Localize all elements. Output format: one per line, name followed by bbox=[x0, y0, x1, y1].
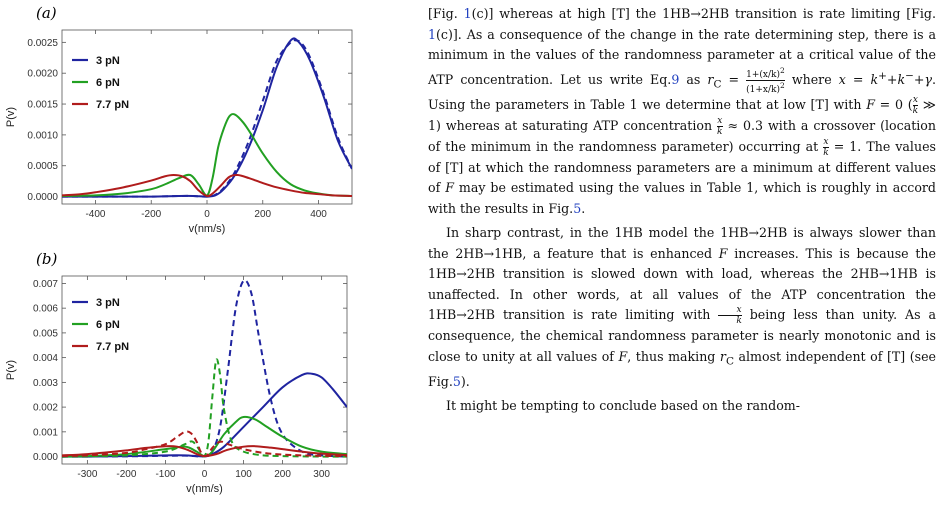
plot-b-svg: -300 -200 -100 0 100 200 300 0.000 0.001 0.002 0.0… bbox=[5, 275, 348, 495]
x-tick-label: -200 bbox=[116, 469, 136, 480]
plot-a-svg: -400 -200 0 200 400 0.0000 0.0005 0.0010 0.0015 0… bbox=[5, 29, 353, 235]
paragraph-3: It might be tempting to conclude based o… bbox=[446, 398, 801, 414]
series-line-6-pN-solid bbox=[62, 113, 352, 197]
legend-label: 7.7 pN bbox=[96, 341, 129, 353]
legend-label: 6 pN bbox=[96, 319, 120, 331]
y-tick-label: 0.003 bbox=[33, 378, 58, 389]
y-tick-label: 0.0005 bbox=[27, 161, 58, 172]
legend-label: 7.7 pN bbox=[96, 99, 129, 111]
y-tick-label: 0.001 bbox=[33, 427, 58, 438]
series-line-3-pN-dashed bbox=[62, 279, 347, 458]
fraction: 1+(x/k)2 (1+x/k)2 bbox=[746, 65, 785, 95]
y-tick-label: 0.0020 bbox=[27, 69, 58, 80]
body-text: [Fig. 1(c)] whereas at high [T] the 1HB→… bbox=[428, 4, 936, 417]
x-axis-label: v(nm/s) bbox=[186, 483, 223, 495]
fig-ref[interactable]: 5 bbox=[452, 373, 461, 389]
x-axis-label: v(nm/s) bbox=[189, 223, 226, 235]
x-tick-label: -100 bbox=[155, 469, 175, 480]
series-line-3-pN-dashed bbox=[62, 39, 352, 198]
y-axis-label: P(v) bbox=[5, 107, 17, 127]
y-axis-label: P(v) bbox=[5, 360, 17, 380]
paragraph-1: [Fig. 1(c)] whereas at high [T] the 1HB→… bbox=[428, 6, 937, 216]
y-tick-label: 0.0000 bbox=[27, 192, 58, 203]
x-tick-label: -400 bbox=[85, 209, 105, 220]
legend-label: 6 pN bbox=[96, 77, 120, 89]
y-tick-label: 0.002 bbox=[33, 403, 58, 414]
x-tick-label: 400 bbox=[310, 209, 327, 220]
fig-ref[interactable]: 5 bbox=[573, 200, 582, 216]
x-tick-label: 300 bbox=[313, 469, 330, 480]
series-line-77-pN-solid bbox=[62, 173, 352, 198]
y-tick-label: 0.000 bbox=[33, 452, 58, 463]
series-line-77-pN-dashed bbox=[62, 430, 347, 458]
y-tick-label: 0.007 bbox=[33, 279, 58, 290]
x-tick-label: 0 bbox=[204, 209, 210, 220]
x-tick-label: 200 bbox=[274, 469, 291, 480]
fig-ref[interactable]: 1 bbox=[428, 26, 437, 42]
y-tick-label: 0.0010 bbox=[27, 130, 58, 141]
series-line-6-pN-dashed bbox=[62, 358, 347, 458]
panel-b-label: (b) bbox=[36, 250, 58, 268]
plot-b: -300 -200 -100 0 100 200 300 0.000 0.001 0.002 0.0… bbox=[0, 268, 360, 513]
legend-label: 3 pN bbox=[96, 297, 120, 309]
paragraph-2: In sharp contrast, in the 1HB model the … bbox=[428, 225, 936, 389]
eq-ref[interactable]: 9 bbox=[671, 71, 680, 87]
y-tick-label: 0.005 bbox=[33, 328, 58, 339]
panel-a-label: (a) bbox=[36, 4, 57, 22]
series-line-6-pN-solid bbox=[62, 415, 347, 458]
series-line-3-pN-solid bbox=[62, 372, 347, 458]
x-tick-label: -300 bbox=[77, 469, 97, 480]
y-tick-label: 0.004 bbox=[33, 353, 58, 364]
fig-ref[interactable]: 1 bbox=[463, 6, 472, 21]
series-line-77-pN-solid bbox=[62, 445, 347, 458]
plot-a: -400 -200 0 200 400 0.0000 0.0005 0.0010 0.0015 0… bbox=[0, 22, 360, 244]
y-tick-label: 0.0025 bbox=[27, 38, 58, 49]
y-tick-label: 0.0015 bbox=[27, 100, 58, 111]
x-tick-label: -200 bbox=[141, 209, 161, 220]
x-tick-label: 0 bbox=[202, 469, 208, 480]
legend-label: 3 pN bbox=[96, 55, 120, 67]
y-tick-label: 0.006 bbox=[33, 304, 58, 315]
x-tick-label: 100 bbox=[235, 469, 252, 480]
x-tick-label: 200 bbox=[254, 209, 271, 220]
